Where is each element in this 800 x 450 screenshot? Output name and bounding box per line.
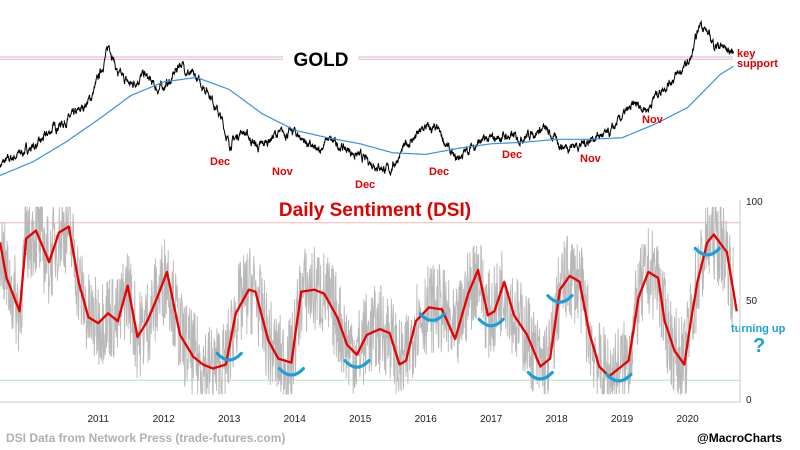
turning-up-label: turning up (731, 323, 786, 335)
y-tick-label: 50 (746, 296, 758, 307)
turning-point-marker (277, 366, 306, 377)
x-tick-label: 2014 (284, 414, 307, 425)
y-tick-label: 0 (746, 395, 752, 406)
turning-point-marker (477, 317, 505, 328)
y-ticks: 100 50 0 (746, 197, 763, 406)
annotation-dec: Dec (429, 166, 449, 178)
y-tick-label: 100 (746, 197, 763, 208)
question-mark: ? (753, 335, 765, 357)
x-tick-label: 2016 (415, 414, 438, 425)
dsi-smoothed-line (0, 225, 738, 378)
x-tick-label: 2017 (480, 414, 503, 425)
x-tick-label: 2012 (153, 414, 176, 425)
gold-moving-average-line (0, 65, 734, 177)
annotation-dec: Dec (355, 179, 375, 191)
key-support-label: support (737, 58, 778, 70)
dsi-title: Daily Sentiment (DSI) (279, 200, 471, 221)
dsi-raw-line (0, 205, 734, 395)
gold-price-line (0, 19, 734, 177)
turning-point-marker (526, 370, 554, 381)
x-ticks: 2011 2012 2013 2014 2015 2016 2017 2018 2019 2020 (87, 414, 699, 425)
annotation-nov: Nov (272, 166, 294, 178)
turning-point-marker (343, 359, 371, 369)
annotation-dec: Dec (502, 149, 522, 161)
annotation-nov: Nov (580, 153, 602, 165)
dsi-raw-series (0, 205, 734, 395)
gold-panel: GOLD Dec Nov Dec Dec Dec Nov Nov key sup… (0, 19, 778, 191)
x-tick-label: 2019 (611, 414, 634, 425)
turning-point-marker (215, 351, 243, 362)
annotation-dec: Dec (210, 156, 230, 168)
gold-title-backdrop (283, 47, 358, 71)
data-source-footer: DSI Data from Network Press (trade-futur… (6, 431, 285, 445)
gold-title: GOLD (294, 50, 349, 71)
x-tick-label: 2018 (545, 414, 568, 425)
gold-series (0, 19, 734, 177)
turning-points (215, 246, 721, 383)
x-tick-label: 2013 (218, 414, 241, 425)
turning-point-marker (693, 246, 721, 257)
x-tick-label: 2015 (349, 414, 372, 425)
turning-point-marker (546, 294, 574, 304)
x-tick-label: 2011 (87, 414, 109, 425)
author-handle: @MacroCharts (697, 431, 782, 445)
annotation-nov: Nov (642, 114, 664, 126)
dsi-panel: Daily Sentiment (DSI) turning up ? 100 5… (0, 197, 786, 406)
turning-point-marker (605, 372, 633, 383)
key-support-label: key (737, 48, 756, 60)
x-tick-label: 2020 (676, 414, 699, 425)
turning-point-marker (418, 312, 446, 322)
dsi-series (0, 225, 738, 378)
